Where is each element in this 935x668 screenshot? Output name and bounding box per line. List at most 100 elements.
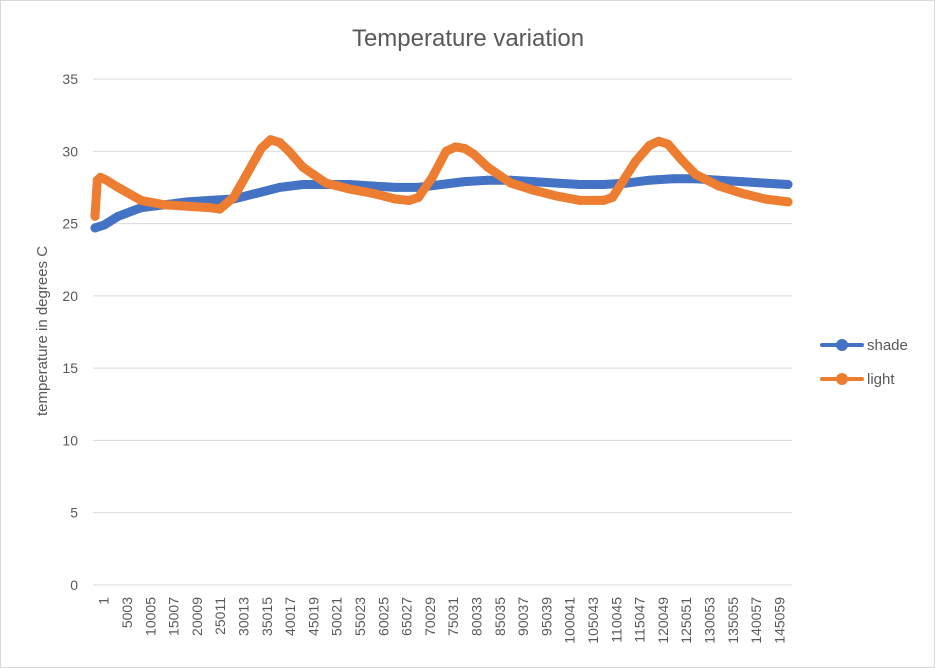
data-point-shade	[298, 180, 308, 189]
y-axis-title: temperature in degrees C	[34, 246, 51, 416]
data-point-light	[691, 169, 701, 179]
x-tick-label: 50021	[329, 597, 345, 636]
x-tick-label: 25011	[212, 597, 228, 635]
data-point-light	[113, 182, 123, 192]
data-point-shade	[760, 178, 770, 188]
x-tick-label: 40017	[282, 597, 298, 636]
data-point-shade	[113, 211, 123, 221]
legend-label-shade: shade	[867, 337, 908, 354]
data-point-light	[529, 185, 539, 195]
data-point-light	[321, 178, 331, 188]
data-point-light	[243, 168, 252, 178]
x-tick-label: 115047	[632, 597, 648, 643]
data-point-light	[229, 193, 239, 202]
data-point-light	[469, 149, 479, 159]
x-tick-label: 30013	[235, 597, 251, 636]
data-point-light	[737, 188, 747, 198]
legend-label-light: light	[867, 371, 895, 388]
chart-title: Temperature variation	[352, 25, 584, 52]
data-point-light	[607, 193, 617, 202]
data-point-shade	[99, 220, 109, 230]
data-point-light	[284, 146, 294, 156]
data-point-light	[182, 201, 192, 211]
y-tick-label: 30	[62, 143, 78, 159]
data-point-shade	[529, 177, 539, 187]
data-point-light	[631, 156, 640, 166]
data-point-light	[644, 141, 654, 150]
y-tick-label: 20	[62, 288, 78, 304]
data-point-light	[413, 193, 423, 202]
data-point-light	[714, 181, 724, 191]
x-tick-label: 135055	[725, 597, 741, 644]
data-point-light	[404, 195, 414, 205]
data-point-shade	[552, 178, 562, 188]
data-point-light	[256, 143, 266, 153]
x-tick-label: 65027	[399, 597, 415, 636]
data-point-shade	[483, 175, 493, 185]
data-point-shade	[575, 180, 585, 189]
x-tick-label: 85035	[492, 597, 508, 636]
x-tick-label: 125051	[678, 597, 694, 644]
data-point-shade	[437, 180, 446, 189]
y-axis-ticks: 0 5 10 15 20 25 30 35	[62, 71, 78, 593]
x-tick-label: 55023	[352, 597, 368, 636]
data-point-shade	[668, 174, 677, 184]
data-point-shade	[136, 203, 146, 213]
data-point-shade	[206, 195, 215, 205]
data-point-light	[441, 146, 451, 156]
plot-series	[90, 135, 793, 233]
data-point-light	[136, 195, 146, 205]
x-tick-label: 10005	[142, 597, 158, 636]
data-point-light	[483, 162, 493, 172]
y-tick-label: 25	[62, 216, 78, 232]
data-point-light	[344, 184, 354, 194]
x-tick-label: 110045	[608, 597, 624, 643]
x-tick-label: 145059	[771, 597, 787, 644]
x-tick-label: 75031	[445, 597, 461, 636]
x-tick-label: 90037	[515, 597, 531, 636]
data-point-light	[575, 195, 585, 205]
data-point-light	[102, 175, 111, 185]
data-point-shade	[644, 175, 654, 185]
data-point-shade	[460, 177, 470, 187]
data-point-light	[760, 194, 770, 204]
data-point-shade	[737, 177, 747, 187]
x-axis-ticks: 1 5003 10005 15007 20009 25011 30013 35015 40017…	[96, 597, 788, 644]
data-point-light	[617, 178, 627, 188]
x-tick-label: 130053	[701, 597, 717, 644]
y-tick-label: 0	[70, 577, 78, 593]
x-tick-label: 120049	[655, 597, 671, 644]
data-point-shade	[252, 188, 262, 198]
x-tick-label: 15007	[166, 597, 182, 636]
x-tick-label: 100041	[562, 597, 578, 644]
data-point-shade	[598, 180, 608, 189]
data-point-light	[390, 194, 400, 204]
data-point-light	[450, 142, 460, 152]
x-tick-label: 60025	[375, 597, 391, 636]
x-tick-label: 5003	[119, 597, 135, 628]
x-tick-label: 80033	[468, 597, 484, 636]
x-tick-label: 140057	[748, 597, 764, 644]
series-line-light	[90, 135, 793, 221]
y-tick-label: 15	[62, 360, 78, 376]
legend-marker-shade	[836, 339, 848, 351]
data-point-light	[783, 197, 793, 207]
data-point-light	[598, 195, 608, 205]
legend: shade light	[820, 337, 908, 388]
data-point-light	[275, 138, 285, 148]
data-point-light	[663, 139, 673, 149]
y-tick-label: 5	[70, 505, 78, 521]
data-point-shade	[90, 223, 100, 233]
y-tick-label: 35	[62, 71, 78, 87]
data-point-light	[206, 203, 215, 213]
data-point-light	[367, 188, 377, 198]
data-point-light	[266, 135, 276, 145]
data-point-shade	[275, 182, 285, 192]
data-point-light	[215, 204, 225, 214]
data-point-light	[298, 162, 308, 172]
x-tick-label: 45019	[305, 597, 321, 636]
x-tick-label: 20009	[189, 597, 205, 636]
data-point-light	[460, 143, 470, 153]
